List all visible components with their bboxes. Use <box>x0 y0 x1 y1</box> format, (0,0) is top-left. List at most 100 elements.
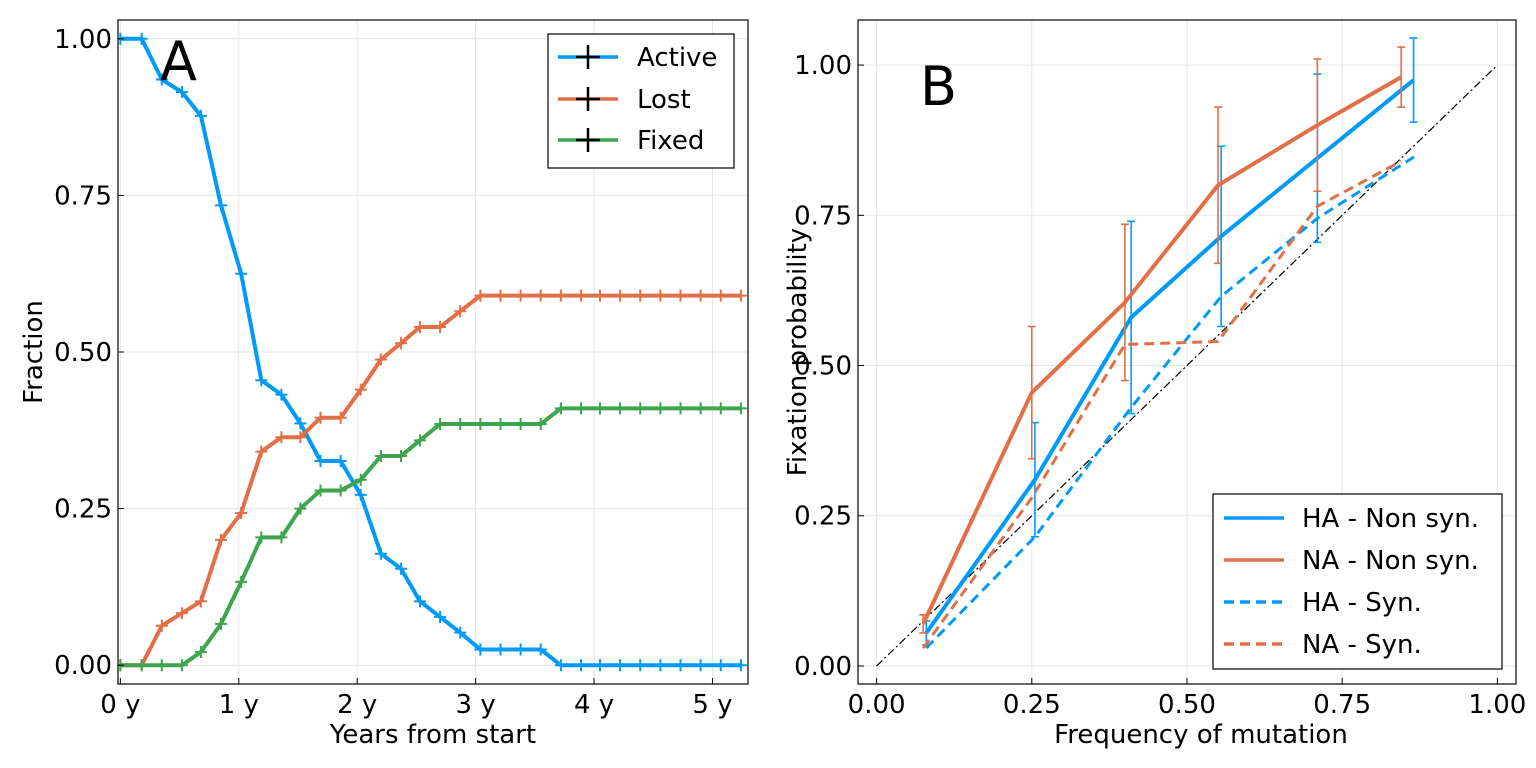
x-tick-label: 0.00 <box>848 690 906 720</box>
marker-active <box>354 488 367 501</box>
marker-active <box>694 659 707 672</box>
marker-fixed <box>734 402 747 415</box>
legend-label-na-non-syn: NA - Non syn. <box>1302 546 1479 576</box>
panel-a: 0 y 1 y 2 y 3 y 4 y 5 y 0.00 0.25 0.50 0.75 1.00 A… <box>19 19 749 750</box>
marker-fixed <box>614 402 627 415</box>
marker-active <box>514 643 527 656</box>
y-axis-label-b: Fixation probability <box>783 228 813 476</box>
legend-marker-lost <box>576 87 600 111</box>
series-line-ha-non-syn <box>924 78 1415 635</box>
x-tick-label: 0.25 <box>1003 690 1061 720</box>
legend-label-fixed: Fixed <box>637 126 704 156</box>
series-line-fixed <box>120 406 741 668</box>
marker-fixed <box>175 659 188 672</box>
marker-active <box>474 643 487 656</box>
marker-fixed <box>155 659 168 672</box>
marker-fixed <box>654 402 667 415</box>
marker-lost <box>694 289 707 302</box>
x-axis-label-b: Frequency of mutation <box>1054 720 1348 750</box>
marker-lost <box>175 607 188 620</box>
legend-marker-fixed <box>576 128 600 152</box>
marker-fixed <box>334 484 347 497</box>
plot-area <box>118 32 747 672</box>
marker-active <box>235 267 248 280</box>
marker-active <box>255 374 268 387</box>
marker-fixed <box>474 418 487 431</box>
series-line-ha-syn <box>925 153 1418 649</box>
marker-lost <box>413 320 426 333</box>
marker-fixed <box>395 449 408 462</box>
x-tick-label: 3 y <box>456 690 496 720</box>
marker-fixed <box>434 418 447 431</box>
marker-active <box>614 659 627 672</box>
legend-a: Active Lost Fixed <box>547 33 735 169</box>
marker-fixed <box>275 531 288 544</box>
marker-active <box>494 643 507 656</box>
marker-active <box>215 199 228 212</box>
marker-fixed <box>575 402 588 415</box>
legend-entry-ha-non-syn: HA - Non syn. <box>1224 504 1479 534</box>
y-tick-label: 0.00 <box>54 651 112 681</box>
marker-lost <box>474 289 487 302</box>
legend-label-active: Active <box>637 43 717 73</box>
legend-entry-na-non-syn: NA - Non syn. <box>1224 546 1479 576</box>
marker-lost <box>194 595 207 608</box>
y-tick-label: 0.75 <box>794 201 852 231</box>
marker-fixed <box>135 659 148 672</box>
y-tick-label: 0.75 <box>54 181 112 211</box>
x-tick-label: 4 y <box>574 690 614 720</box>
x-tick-label: 5 y <box>692 690 732 720</box>
marker-lost <box>554 289 567 302</box>
marker-active <box>434 610 447 623</box>
legend-entry-fixed: Fixed <box>558 126 704 156</box>
marker-fixed <box>714 402 727 415</box>
marker-fixed <box>294 502 307 515</box>
marker-active <box>534 643 547 656</box>
marker-active <box>395 562 408 575</box>
marker-lost <box>255 445 268 458</box>
marker-lost <box>593 289 606 302</box>
marker-active <box>294 417 307 430</box>
marker-fixed <box>314 484 327 497</box>
marker-fixed <box>194 646 207 659</box>
legend-entry-na-syn: NA - Syn. <box>1224 630 1422 660</box>
marker-lost <box>155 619 168 632</box>
marker-fixed <box>235 575 248 588</box>
series-a <box>118 32 747 672</box>
marker-active <box>155 73 168 86</box>
marker-active <box>714 659 727 672</box>
marker-active <box>413 595 426 608</box>
x-tick-label: 2 y <box>337 690 377 720</box>
marker-active <box>275 388 288 401</box>
legend-frame-b <box>1212 493 1503 670</box>
ticks-b: 0.00 0.25 0.50 0.75 1.00 0.00 0.25 0.50 0.75 1.00 <box>794 51 1526 720</box>
legend-b: HA - Non syn. NA - Non syn. HA - Syn. NA… <box>1212 493 1503 670</box>
marker-lost <box>215 533 228 546</box>
marker-lost <box>454 305 467 318</box>
y-tick-label: 0.50 <box>54 338 112 368</box>
marker-lost <box>514 289 527 302</box>
marker-fixed <box>534 418 547 431</box>
plot-area <box>876 37 1498 667</box>
marker-fixed <box>354 473 367 486</box>
legend-label-na-syn: NA - Syn. <box>1302 630 1422 660</box>
marker-active <box>454 626 467 639</box>
x-tick-label: 0.50 <box>1158 690 1216 720</box>
marker-fixed <box>413 434 426 447</box>
series-line-na-non-syn <box>921 75 1403 625</box>
marker-active <box>175 86 188 99</box>
marker-active <box>314 454 327 467</box>
marker-active <box>674 659 687 672</box>
y-axis-label-a: Fraction <box>19 300 49 404</box>
marker-fixed <box>494 418 507 431</box>
marker-lost <box>494 289 507 302</box>
marker-active <box>634 659 647 672</box>
legend-entry-active: Active <box>558 43 717 73</box>
marker-fixed <box>634 402 647 415</box>
legend-entry-lost: Lost <box>558 85 691 115</box>
marker-fixed <box>674 402 687 415</box>
y-tick-label: 1.00 <box>54 25 112 55</box>
marker-fixed <box>593 402 606 415</box>
marker-active <box>734 659 747 672</box>
series-line-na-syn <box>921 159 1402 649</box>
